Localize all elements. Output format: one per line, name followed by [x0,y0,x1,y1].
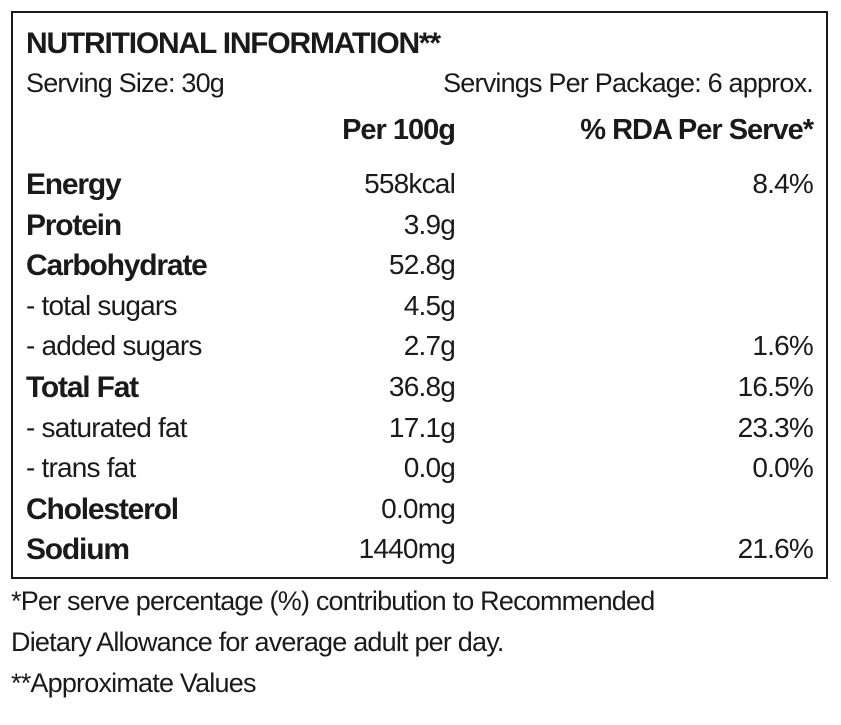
nutrient-row-total-fat: Total Fat 36.8g 16.5% [13,371,826,412]
nutrient-name: - total sugars [26,289,177,321]
nutrient-rda: 23.3% [737,411,814,443]
nutrient-row-energy: Energy 558kcal 8.4% [13,168,826,209]
nutrient-rda: 8.4% [752,168,813,199]
serving-size: Serving Size: 30g [26,68,225,98]
nutrient-name: Sodium [26,533,130,567]
nutrient-row-sodium: Sodium 1440mg 21.6% [13,533,826,574]
nutrient-per-100g: 52.8g [388,249,456,281]
nutrient-row-saturated-fat: - saturated fat 17.1g 23.3% [13,412,826,453]
nutrient-name: - trans fat [26,452,136,484]
panel-title: NUTRITIONAL INFORMATION** [26,27,441,60]
nutrient-name: Total Fat [26,370,139,404]
nutrient-name: - added sugars [26,330,202,362]
footnote-rda-continued: Dietary Allowance for average adult per … [11,627,504,657]
nutrient-per-100g: 0.0mg [381,492,456,524]
nutrient-row-trans-fat: - trans fat 0.0g 0.0% [13,452,826,493]
nutrient-row-total-sugars: - total sugars 4.5g [13,290,826,331]
nutrient-row-added-sugars: - added sugars 2.7g 1.6% [13,330,826,371]
nutrient-rda: 1.6% [752,330,813,362]
nutrient-rda: 16.5% [737,370,814,402]
footnote-rda: *Per serve percentage (%) contribution t… [11,586,655,616]
nutrient-name: Cholesterol [26,492,179,526]
nutrient-name: Protein [26,208,122,242]
nutrient-row-carbohydrate: Carbohydrate 52.8g [13,249,826,290]
column-header-rda-per-serve: % RDA Per Serve* [580,114,814,146]
column-header-per-100g: Per 100g [342,114,456,146]
footnote-approximate: **Approximate Values [11,668,256,698]
nutrition-panel: NUTRITIONAL INFORMATION** Serving Size: … [11,11,828,579]
nutrient-row-cholesterol: Cholesterol 0.0mg [13,493,826,534]
nutrient-per-100g: 36.8g [388,370,456,402]
nutrient-per-100g: 1440mg [358,533,456,565]
nutrient-per-100g: 4.5g [403,289,456,321]
nutrient-per-100g: 2.7g [403,330,456,362]
nutrient-rda: 21.6% [737,533,814,565]
nutrient-per-100g: 17.1g [388,411,456,443]
nutrient-rda: 0.0% [752,452,813,484]
nutrient-rows: Energy 558kcal 8.4% Protein 3.9g Carbohy… [13,168,826,574]
nutrient-per-100g: 558kcal [364,168,456,199]
nutrient-per-100g: 3.9g [403,208,456,240]
nutrient-name: Carbohydrate [26,249,208,283]
nutrient-per-100g: 0.0g [403,452,456,484]
nutrient-row-protein: Protein 3.9g [13,209,826,250]
servings-per-package: Servings Per Package: 6 approx. [443,68,814,98]
nutrient-name: - saturated fat [26,411,188,443]
nutrient-name: Energy [26,168,122,201]
